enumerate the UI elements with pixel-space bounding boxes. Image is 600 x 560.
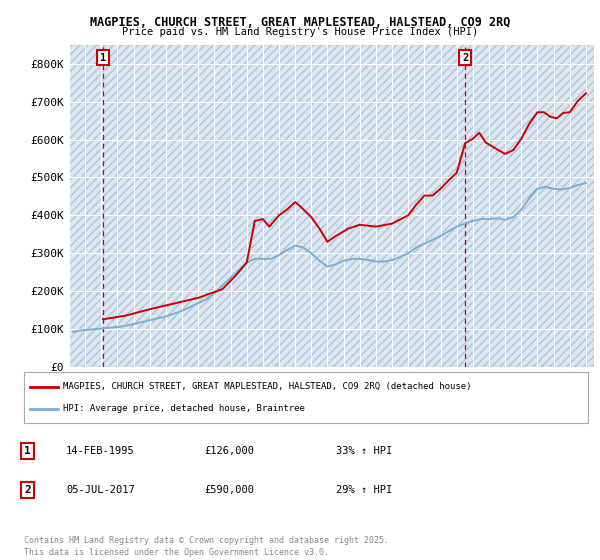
Text: MAGPIES, CHURCH STREET, GREAT MAPLESTEAD, HALSTEAD, CO9 2RQ: MAGPIES, CHURCH STREET, GREAT MAPLESTEAD…: [90, 16, 510, 29]
Text: MAGPIES, CHURCH STREET, GREAT MAPLESTEAD, HALSTEAD, CO9 2RQ (detached house): MAGPIES, CHURCH STREET, GREAT MAPLESTEAD…: [64, 382, 472, 391]
Text: 33% ↑ HPI: 33% ↑ HPI: [336, 446, 392, 456]
Text: £590,000: £590,000: [204, 485, 254, 495]
FancyBboxPatch shape: [24, 372, 588, 423]
Text: 1: 1: [24, 446, 31, 456]
Text: 14-FEB-1995: 14-FEB-1995: [66, 446, 135, 456]
Text: 2: 2: [24, 485, 31, 495]
Text: 2: 2: [462, 53, 468, 63]
Text: 1: 1: [100, 53, 106, 63]
Text: Price paid vs. HM Land Registry's House Price Index (HPI): Price paid vs. HM Land Registry's House …: [122, 27, 478, 37]
Text: £126,000: £126,000: [204, 446, 254, 456]
Text: HPI: Average price, detached house, Braintree: HPI: Average price, detached house, Brai…: [64, 404, 305, 413]
Text: 05-JUL-2017: 05-JUL-2017: [66, 485, 135, 495]
Text: Contains HM Land Registry data © Crown copyright and database right 2025.
This d: Contains HM Land Registry data © Crown c…: [24, 536, 389, 557]
Text: 29% ↑ HPI: 29% ↑ HPI: [336, 485, 392, 495]
